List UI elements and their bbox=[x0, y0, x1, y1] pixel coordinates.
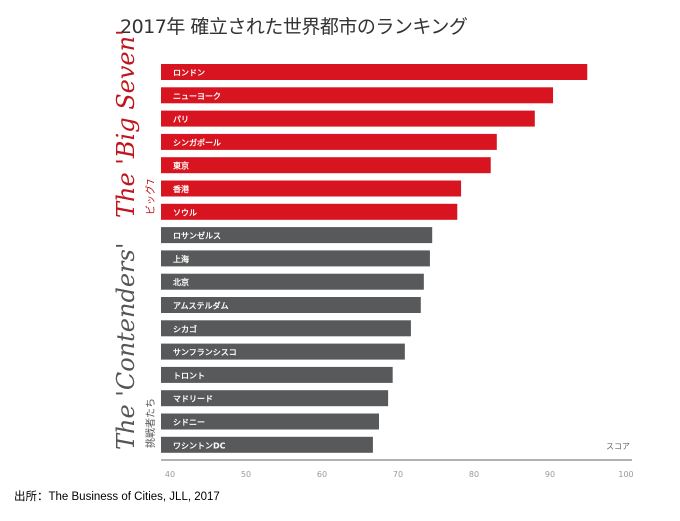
bar bbox=[161, 436, 373, 453]
bar-label: マドリード bbox=[173, 395, 213, 404]
bar bbox=[161, 250, 430, 267]
bar-label: ニューヨーク bbox=[173, 91, 221, 101]
bar bbox=[161, 227, 433, 244]
bar-label: ワシントンDC bbox=[173, 441, 226, 450]
source-note: 出所：The Business of Cities, JLL, 2017 bbox=[14, 491, 220, 503]
bar-label: ロサンゼルス bbox=[173, 231, 221, 241]
x-tick-label: 50 bbox=[241, 470, 251, 479]
bar-label: ロンドン bbox=[173, 69, 205, 78]
bar-label: アムステルダム bbox=[173, 301, 228, 311]
x-tick-label: 40 bbox=[165, 470, 175, 479]
bar bbox=[161, 133, 497, 150]
bar-label: シカゴ bbox=[173, 324, 197, 334]
bar bbox=[161, 157, 491, 174]
bar bbox=[161, 366, 393, 383]
bar-label: 北京 bbox=[173, 277, 189, 287]
bar-label: サンフランシスコ bbox=[173, 348, 237, 357]
bar-label: 香港 bbox=[172, 184, 190, 194]
x-axis-label: スコア bbox=[606, 442, 630, 451]
bar bbox=[161, 320, 411, 337]
bar bbox=[161, 64, 588, 80]
bar-label: シンガポール bbox=[173, 137, 221, 147]
bar bbox=[161, 343, 405, 360]
x-tick-label: 90 bbox=[545, 470, 555, 479]
x-tick-label: 100 bbox=[618, 470, 633, 479]
bar-label: 東京 bbox=[173, 161, 189, 171]
bar bbox=[161, 297, 421, 313]
bar-label: トロント bbox=[173, 371, 205, 380]
bar bbox=[161, 390, 389, 407]
x-tick-label: 60 bbox=[317, 470, 327, 479]
bar-label: ソウル bbox=[173, 208, 197, 217]
chart-title: 2017年 確立された世界都市のランキング bbox=[120, 16, 468, 38]
bar-label: シドニー bbox=[173, 418, 205, 427]
bar bbox=[161, 110, 535, 127]
x-tick-label: 70 bbox=[393, 470, 403, 479]
bar-label: 上海 bbox=[173, 254, 189, 264]
bar bbox=[161, 203, 458, 220]
x-tick-label: 80 bbox=[469, 470, 479, 479]
bar bbox=[161, 87, 554, 104]
bar bbox=[161, 180, 462, 197]
bar bbox=[161, 413, 379, 430]
bar-label: パリ bbox=[173, 114, 189, 124]
bar bbox=[161, 273, 424, 290]
